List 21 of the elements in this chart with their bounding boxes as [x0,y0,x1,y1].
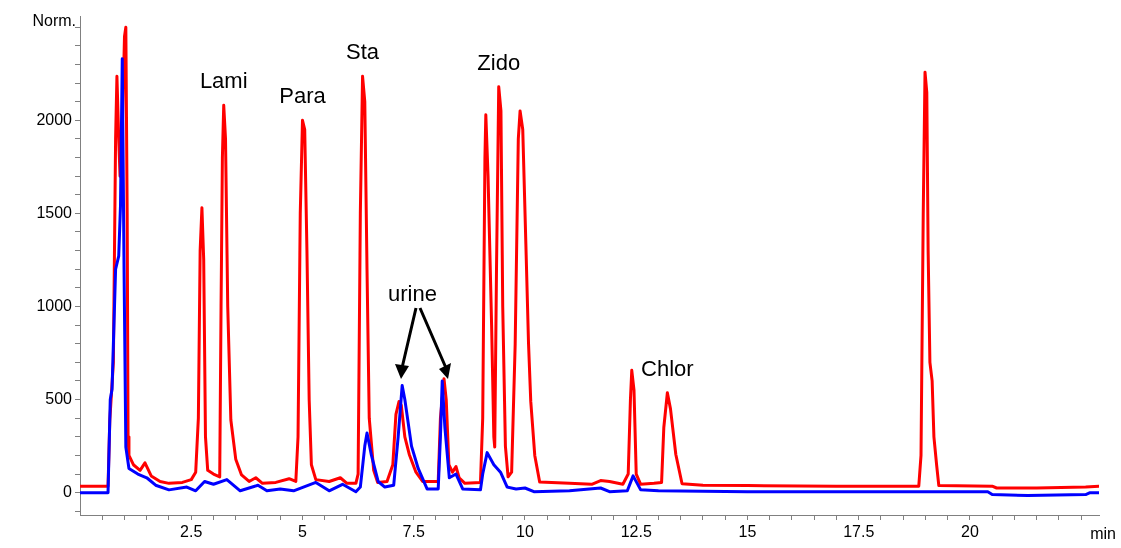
y-tick-label: 0 [63,483,73,501]
annotation: urine [388,281,437,307]
y-tick-label: 1000 [36,296,73,314]
annotation: Para [279,83,327,109]
x-tick-label: 10 [516,523,534,541]
x-tick-label: 17.5 [843,523,875,541]
x-axis-title: min [1090,525,1116,543]
annotation: Lami [199,68,248,94]
y-tick-label: 1500 [36,203,73,221]
annotation: Zido [477,49,521,75]
x-tick-label: 2.5 [180,523,203,541]
y-axis-title: Norm. [32,12,76,30]
x-tick-label: 15 [738,523,757,541]
annotation: Chlor [641,355,694,381]
x-tick-label: 20 [961,523,979,541]
y-tick-label: 500 [45,389,73,407]
annotation: Sta [346,39,380,65]
x-tick-label: 12.5 [620,523,652,541]
x-tick-label: 5 [298,523,308,541]
y-tick-label: 2000 [36,110,73,128]
x-tick-label: 7.5 [402,523,425,541]
